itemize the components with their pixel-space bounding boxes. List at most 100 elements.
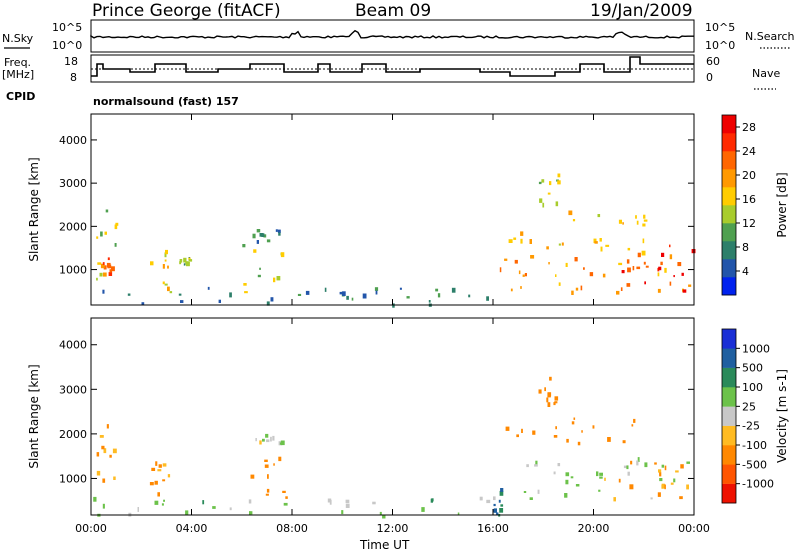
echo-cell	[164, 283, 168, 286]
colorbar-tick-label: 16	[742, 193, 756, 206]
echo-cell	[504, 258, 508, 261]
echo-cell	[620, 287, 623, 291]
echo-cell	[661, 252, 665, 257]
echo-cell	[549, 376, 552, 381]
echo-cell	[218, 299, 221, 303]
echo-region	[149, 461, 171, 497]
echo-cell	[641, 250, 646, 256]
echo-cell	[547, 192, 551, 195]
y-tick-label: 1000	[59, 264, 87, 277]
echo-cell	[664, 484, 666, 490]
echo-cell	[255, 438, 257, 442]
echo-cell	[250, 474, 255, 479]
echo-cell	[229, 507, 232, 511]
echo-cell	[266, 239, 271, 243]
echo-cell	[575, 484, 580, 487]
colorbar-tick-label: -500	[742, 458, 767, 471]
echo-cell	[167, 265, 169, 269]
echo-cell	[598, 489, 601, 492]
echo-cell	[555, 426, 557, 430]
echo-cell	[141, 302, 145, 306]
colorbar-swatch	[722, 205, 736, 224]
echo-cell	[468, 294, 471, 298]
echo-cell	[392, 303, 395, 308]
echo-cell	[278, 456, 282, 462]
echo-cell	[180, 300, 184, 303]
echo-cell	[571, 290, 574, 295]
echo-cell	[115, 222, 119, 226]
nsky-line	[90, 29, 694, 39]
echo-cell	[572, 219, 576, 222]
echo-cell	[102, 262, 105, 265]
echo-region	[523, 457, 690, 502]
echo-cell	[626, 259, 630, 264]
echo-cell	[102, 289, 105, 294]
echo-cell	[554, 401, 558, 404]
colorbar-swatch	[722, 169, 736, 188]
x-tick-label: 16:00	[477, 522, 509, 535]
echo-cell	[179, 261, 182, 265]
echo-cell	[273, 463, 275, 466]
echo-cell	[272, 435, 275, 441]
echo-cell	[637, 457, 640, 462]
echo-cell	[164, 252, 167, 258]
echo-cell	[167, 286, 170, 292]
echo-cell	[618, 478, 621, 483]
echo-cell	[372, 501, 376, 505]
echo-cell	[379, 511, 382, 515]
colorbar-swatch	[722, 277, 736, 296]
cpid-label: CPID	[6, 90, 35, 103]
echo-cell	[589, 272, 594, 277]
echo-cell	[643, 261, 646, 265]
colorbar-swatch	[722, 445, 736, 465]
echo-cell	[183, 263, 186, 266]
colorbar-tick-label: 500	[742, 362, 763, 375]
echo-cell	[680, 464, 684, 469]
echo-cell	[529, 239, 532, 244]
echo-cell	[493, 509, 496, 513]
echo-cell	[451, 287, 456, 293]
echo-cell	[623, 465, 627, 469]
echo-cell	[283, 502, 288, 506]
echo-cell	[264, 459, 268, 462]
echo-cell	[553, 402, 556, 406]
echo-cell	[526, 464, 529, 468]
echo-cell	[270, 436, 272, 442]
echo-cell	[185, 510, 189, 515]
nsearch-label: N.Search	[745, 30, 795, 43]
echo-cell	[644, 281, 646, 285]
echo-cell	[669, 254, 673, 260]
echo-cell	[103, 448, 107, 454]
echo-region	[493, 488, 504, 517]
echo-cell	[521, 428, 523, 433]
echo-cell	[256, 240, 259, 244]
echo-cell	[553, 435, 558, 438]
x-tick-label: 00:00	[75, 522, 107, 535]
echo-cell	[644, 462, 648, 468]
echo-cell	[546, 397, 549, 403]
echo-cell	[155, 461, 158, 466]
echo-cell	[602, 273, 606, 278]
echo-cell	[256, 229, 261, 233]
echo-cell	[577, 441, 581, 446]
nave-label: Nave	[752, 67, 780, 80]
echo-cell	[496, 512, 499, 516]
echo-cell	[626, 283, 631, 287]
colorbar-swatch	[722, 259, 736, 278]
echo-cell	[137, 507, 139, 512]
echo-cell	[597, 214, 601, 218]
echo-cell	[673, 478, 676, 483]
echo-cell	[345, 503, 350, 508]
x-tick-label: 04:00	[176, 522, 208, 535]
power-panel: 1000 2000 3000 4000 Slant Range [km]	[27, 113, 696, 308]
echo-cell	[571, 421, 575, 425]
y-tick-label: 4000	[59, 134, 87, 147]
echo-cell	[558, 243, 561, 246]
echo-cell	[664, 465, 667, 471]
echo-region	[102, 286, 489, 308]
echo-cell	[158, 464, 162, 468]
nsearch-tick-high: 10^5	[705, 21, 735, 34]
y-tick-label: 3000	[59, 383, 87, 396]
colorbar-swatch	[722, 483, 736, 504]
echo-cell	[681, 272, 684, 276]
